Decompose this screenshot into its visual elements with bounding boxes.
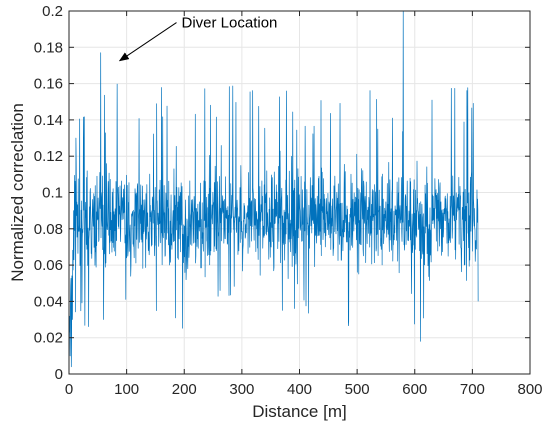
annotation-diver-location: Diver Location — [182, 15, 278, 32]
x-tick-label: 500 — [345, 381, 370, 398]
y-tick-label: 0.08 — [34, 221, 63, 238]
y-tick-label: 0.12 — [34, 148, 63, 165]
y-tick-label: 0.18 — [34, 39, 63, 56]
x-tick-label: 400 — [287, 381, 312, 398]
x-tick-label: 200 — [172, 381, 197, 398]
annotation-arrow — [118, 22, 177, 62]
y-tick-label: 0.16 — [34, 76, 63, 93]
x-tick-label: 300 — [229, 381, 254, 398]
x-tick-label: 700 — [460, 381, 485, 398]
y-axis-label: Normalized correclation — [8, 103, 27, 282]
x-tick-label: 800 — [517, 381, 542, 398]
x-tick-label: 100 — [114, 381, 139, 398]
tick-labels-group: 0 100 200 300 400 500 600 700 800 0 0.02 0.04 0.06 0.… — [34, 3, 543, 398]
y-tick-label: 0.02 — [34, 330, 63, 347]
y-tick-label: 0 — [55, 366, 63, 383]
x-axis-label: Distance [m] — [252, 402, 346, 421]
y-tick-label: 0.2 — [42, 3, 63, 20]
x-tick-label: 600 — [402, 381, 427, 398]
y-tick-label: 0.14 — [34, 112, 63, 129]
series-line — [68, 10, 479, 368]
ticks-group — [68, 10, 531, 375]
series-group — [68, 10, 479, 368]
x-tick-label: 0 — [65, 381, 73, 398]
y-tick-label: 0.1 — [42, 185, 63, 202]
y-tick-label: 0.06 — [34, 257, 63, 274]
y-tick-label: 0.04 — [34, 293, 63, 310]
